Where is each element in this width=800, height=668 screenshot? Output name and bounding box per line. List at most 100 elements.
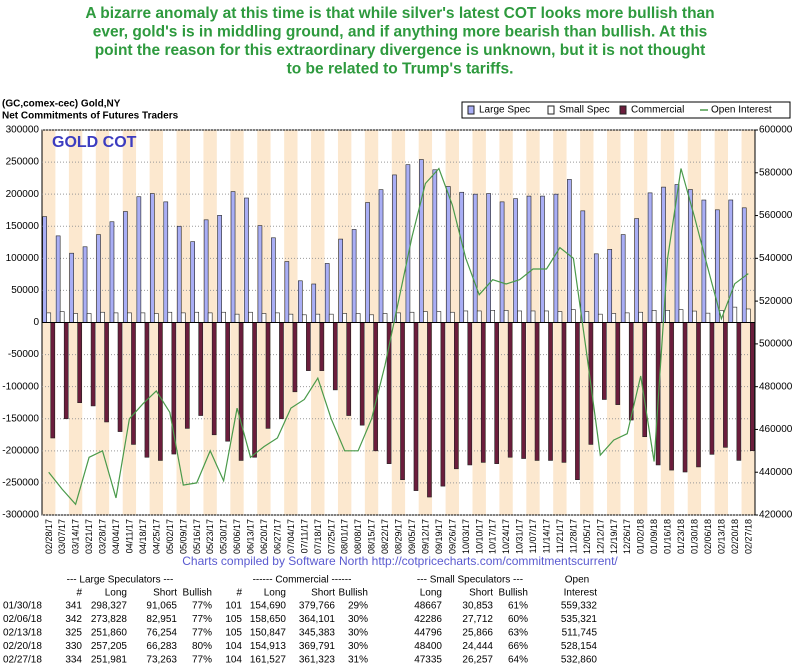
table-cell: 104 (225, 655, 242, 666)
table-cell: 101 (225, 601, 242, 612)
bar (163, 201, 169, 323)
bar (749, 322, 755, 452)
bar (427, 322, 432, 498)
table-cell: 27,712 (462, 614, 493, 625)
y2-tick-label: 440000 (759, 467, 793, 478)
bar (265, 322, 271, 429)
y2-tick-label: 500000 (759, 339, 793, 350)
legend-label: Commercial (631, 105, 684, 116)
bar (90, 322, 96, 407)
bar (230, 191, 236, 323)
bar (553, 193, 559, 323)
x-tick-label: 07/18/17 (313, 519, 323, 554)
table-cell: 64% (508, 655, 528, 666)
x-tick-label: 09/12/17 (420, 519, 430, 554)
bar (63, 322, 69, 420)
annotation: ever, gold's is in middling ground, and … (93, 24, 708, 41)
bar (567, 179, 572, 323)
bar (50, 322, 56, 439)
annotation: A bizarre anomaly at this time is that w… (85, 5, 714, 22)
table-cell: 30,853 (462, 601, 493, 612)
bar (571, 309, 576, 323)
table-cell: 330 (65, 641, 82, 652)
table-column-header: # (76, 588, 82, 599)
bar (413, 322, 419, 491)
bar (248, 311, 253, 323)
bar (575, 322, 580, 481)
x-tick-label: 11/14/17 (542, 519, 552, 553)
table-cell: 154,690 (250, 601, 287, 612)
table-column-header: Bullish (499, 588, 528, 599)
bar (490, 310, 495, 323)
table-cell: 02/20/18 (3, 641, 42, 652)
x-tick-label: 12/12/17 (595, 519, 605, 554)
bar (244, 197, 249, 323)
x-tick-label: 07/11/17 (299, 519, 309, 553)
table-cell: 257,205 (91, 641, 128, 652)
bar (127, 312, 132, 323)
bar (557, 311, 563, 323)
bar (432, 169, 438, 323)
y2-tick-label: 520000 (759, 296, 793, 307)
bar (311, 283, 317, 323)
table-cell: 80% (192, 641, 212, 652)
table-column-header: Long (420, 588, 442, 599)
table-cell: 325 (65, 628, 82, 639)
table-cell: 30% (348, 614, 368, 625)
table-cell: 559,332 (561, 601, 598, 612)
table-group-header: --- Large Speculators --- (67, 575, 174, 586)
bar (271, 237, 276, 323)
table-cell: 42286 (414, 614, 442, 625)
bar (109, 221, 115, 323)
bar (292, 322, 298, 393)
y-tick-label: -150000 (2, 413, 39, 424)
x-tick-label: 09/05/17 (407, 519, 417, 554)
table-column-header: Interest (564, 588, 598, 599)
bar (176, 225, 182, 323)
table-cell: 379,766 (299, 601, 336, 612)
bar (396, 312, 401, 323)
y-tick-label: -50000 (8, 349, 40, 360)
table-cell: 342 (65, 614, 82, 625)
table-cell: 47335 (414, 655, 442, 666)
table-cell: 369,791 (299, 641, 336, 652)
table-cell: 77% (192, 655, 212, 666)
x-tick-label: 12/19/17 (609, 519, 619, 554)
y2-tick-label: 480000 (759, 381, 793, 392)
x-tick-label: 11/21/17 (555, 519, 565, 553)
bar (507, 322, 513, 458)
bar (597, 313, 603, 323)
x-tick-label: 01/16/18 (663, 519, 673, 554)
x-tick-label: 02/06/18 (703, 519, 713, 554)
table-group-header: Open (565, 575, 589, 586)
table-cell: 63% (508, 628, 528, 639)
bar (279, 322, 284, 420)
x-tick-label: 03/07/17 (57, 519, 67, 554)
table-cell: 66,283 (146, 641, 177, 652)
x-tick-label: 02/28/17 (44, 519, 54, 554)
bar (494, 322, 500, 464)
chart-header: Net Commitments of Futures Traders (2, 111, 179, 122)
x-tick-label: 04/25/17 (151, 519, 161, 554)
table-cell: 82,951 (146, 614, 177, 625)
y-tick-label: 300000 (6, 125, 40, 136)
bar (682, 322, 688, 473)
bar (365, 202, 370, 323)
bar (709, 322, 715, 455)
bar (46, 312, 52, 323)
table-cell: 528,154 (561, 641, 598, 652)
y2-tick-label: 420000 (759, 510, 793, 521)
table-cell: 77% (192, 628, 212, 639)
y2-tick-label: 560000 (759, 210, 793, 221)
bar (369, 314, 374, 323)
x-tick-label: 08/15/17 (367, 519, 377, 554)
x-tick-label: 01/09/18 (649, 519, 659, 554)
bar (607, 249, 613, 323)
bar (154, 313, 159, 323)
x-tick-label: 02/20/18 (730, 519, 740, 554)
x-tick-label: 06/27/17 (272, 519, 282, 554)
bar (338, 238, 343, 323)
bar (207, 312, 213, 323)
table-cell: 298,327 (91, 601, 128, 612)
